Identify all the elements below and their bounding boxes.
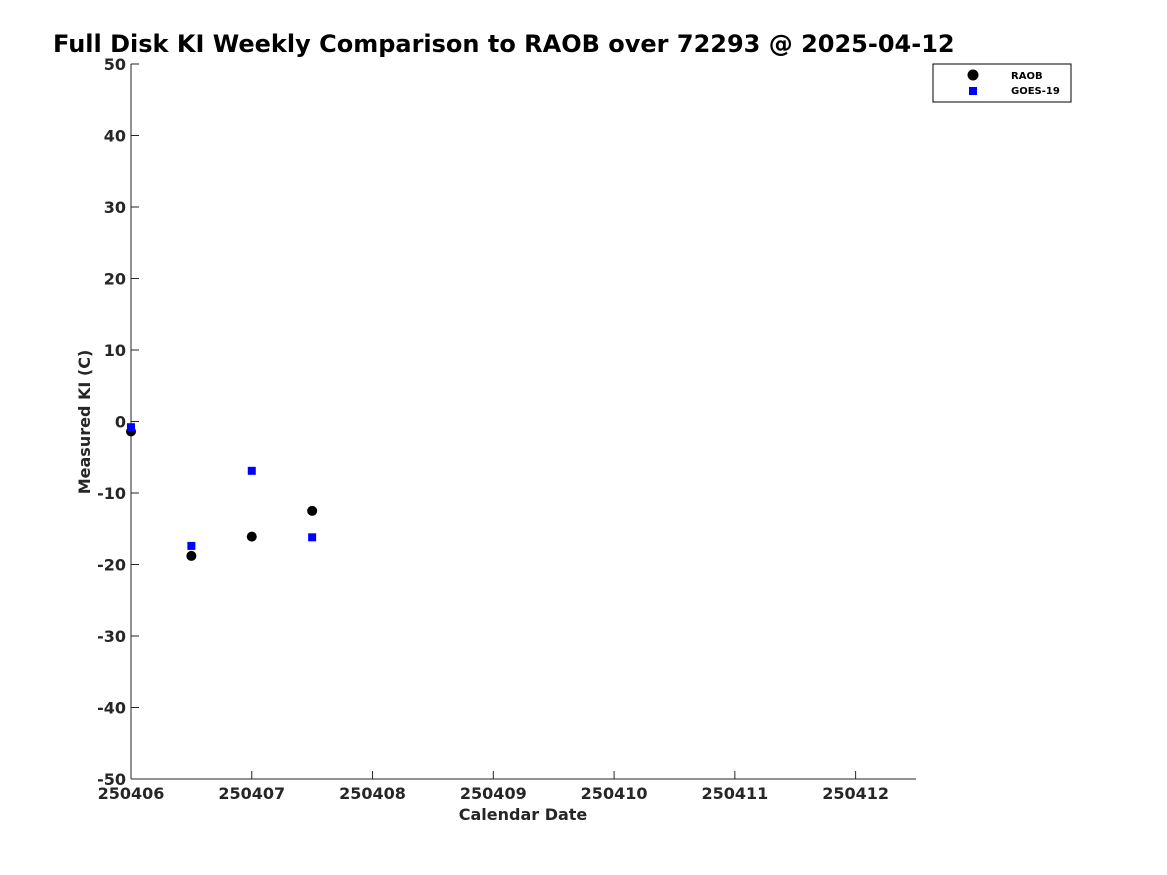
legend-box — [932, 63, 1072, 103]
raob-point — [186, 550, 197, 561]
x-tick-label: 250412 — [822, 784, 889, 803]
raob-point — [246, 531, 257, 542]
y-tick-label: 50 — [104, 55, 126, 74]
legend: RAOB GOES-19 — [932, 63, 1072, 103]
x-tick-label: 250409 — [460, 784, 527, 803]
legend-goes-label: GOES-19 — [1011, 86, 1060, 97]
x-ticks: 250406 250407 250408 250409 250410 250411 2504… — [98, 771, 889, 803]
legend-raob-label: RAOB — [1011, 71, 1043, 82]
y-tick-label: 0 — [115, 413, 126, 432]
goes-19-point — [308, 533, 317, 542]
y-ticks: 50 40 30 20 10 0 -10 -20 -30 -40 -50 — [97, 55, 139, 789]
x-tick-label: 250407 — [218, 784, 285, 803]
x-tick-label: 250411 — [701, 784, 768, 803]
axes — [130, 64, 916, 780]
y-tick-label: -30 — [97, 627, 126, 646]
x-tick-label: 250406 — [98, 784, 165, 803]
data-points — [126, 423, 318, 561]
raob-point — [307, 505, 318, 516]
y-tick-label: 10 — [104, 341, 126, 360]
y-axis-label: Measured KI (C) — [75, 350, 94, 495]
y-tick-label: -10 — [97, 484, 126, 503]
y-tick-label: 30 — [104, 198, 126, 217]
x-axis-label: Calendar Date — [459, 805, 588, 824]
legend-goes-marker — [969, 87, 977, 95]
goes-19-point — [127, 423, 135, 432]
legend-raob-marker — [967, 69, 979, 81]
x-tick-label: 250410 — [581, 784, 648, 803]
y-tick-label: 20 — [104, 270, 126, 289]
y-tick-label: -40 — [97, 699, 126, 718]
chart-title: Full Disk KI Weekly Comparison to RAOB o… — [53, 30, 955, 58]
goes-19-point — [247, 466, 256, 475]
y-tick-label: 40 — [104, 127, 126, 146]
y-tick-label: -20 — [97, 556, 126, 575]
goes-19-point — [187, 541, 196, 550]
y-tick-label: -50 — [97, 770, 126, 789]
x-tick-label: 250408 — [339, 784, 406, 803]
